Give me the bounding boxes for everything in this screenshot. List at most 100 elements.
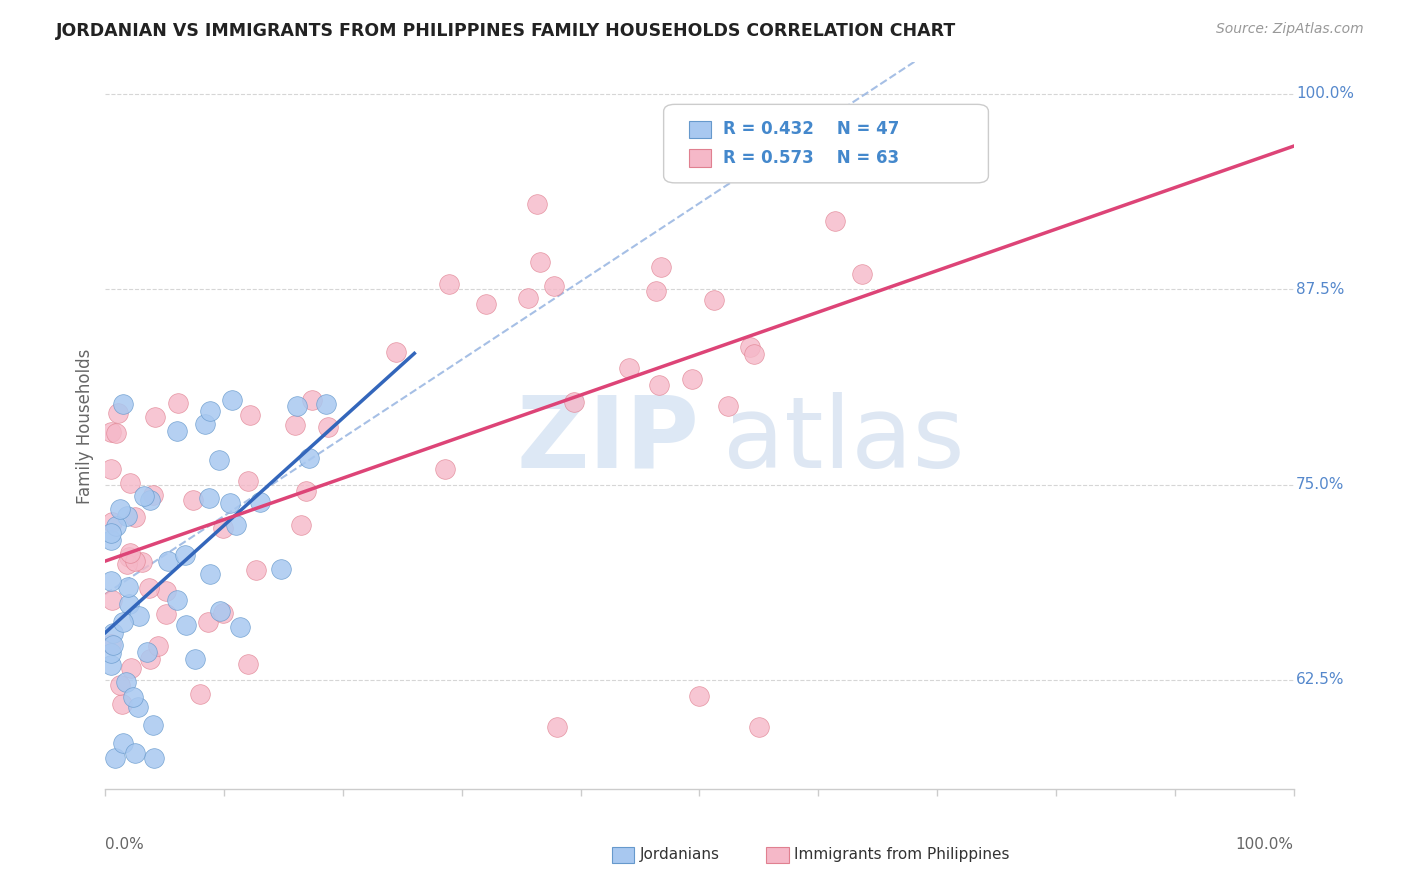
Point bbox=[139, 652, 162, 666]
Point bbox=[648, 377, 671, 392]
Point bbox=[128, 609, 150, 624]
Point bbox=[117, 509, 139, 524]
Point bbox=[236, 657, 259, 672]
Point bbox=[238, 474, 260, 488]
Point bbox=[645, 284, 668, 298]
Point bbox=[127, 699, 149, 714]
Point bbox=[295, 484, 318, 499]
Point bbox=[100, 637, 122, 651]
Point bbox=[146, 639, 169, 653]
Point bbox=[301, 392, 323, 407]
Point bbox=[837, 142, 859, 156]
Point bbox=[562, 395, 585, 409]
Point bbox=[131, 555, 153, 569]
Point bbox=[198, 567, 221, 582]
Point bbox=[120, 660, 142, 674]
Text: JORDANIAN VS IMMIGRANTS FROM PHILIPPINES FAMILY HOUSEHOLDS CORRELATION CHART: JORDANIAN VS IMMIGRANTS FROM PHILIPPINES… bbox=[56, 22, 956, 40]
Point bbox=[100, 425, 122, 439]
Text: 75.0%: 75.0% bbox=[1296, 477, 1344, 492]
Point bbox=[108, 502, 131, 516]
Point bbox=[529, 254, 551, 268]
Text: 100.0%: 100.0% bbox=[1296, 87, 1354, 101]
Point bbox=[124, 509, 146, 524]
Point bbox=[229, 620, 252, 634]
Point bbox=[197, 491, 219, 505]
Point bbox=[851, 267, 873, 281]
Point bbox=[744, 347, 766, 361]
Point bbox=[316, 420, 339, 434]
Point bbox=[143, 410, 166, 425]
Point bbox=[517, 292, 540, 306]
Point bbox=[543, 279, 565, 293]
Point bbox=[100, 646, 122, 660]
Point bbox=[111, 397, 134, 411]
Text: Source: ZipAtlas.com: Source: ZipAtlas.com bbox=[1216, 22, 1364, 37]
Point bbox=[142, 718, 165, 732]
Point bbox=[121, 690, 143, 704]
Point bbox=[212, 606, 235, 620]
Point bbox=[115, 557, 138, 571]
Point bbox=[617, 361, 640, 376]
Point bbox=[100, 525, 122, 540]
Point bbox=[112, 735, 135, 749]
Point bbox=[174, 548, 197, 562]
Point bbox=[155, 583, 177, 598]
Text: atlas: atlas bbox=[723, 392, 965, 489]
Point bbox=[437, 277, 460, 292]
Point bbox=[181, 492, 204, 507]
Point bbox=[101, 516, 124, 530]
Text: 0.0%: 0.0% bbox=[105, 837, 145, 852]
Point bbox=[166, 593, 188, 607]
Text: Jordanians: Jordanians bbox=[640, 847, 720, 862]
Point bbox=[315, 397, 337, 411]
Point bbox=[111, 697, 134, 711]
Point bbox=[142, 487, 165, 501]
Point bbox=[703, 293, 725, 307]
Point bbox=[100, 533, 122, 547]
Point bbox=[138, 581, 160, 595]
Point bbox=[650, 260, 672, 274]
Point bbox=[546, 720, 568, 734]
Y-axis label: Family Households: Family Households bbox=[76, 348, 94, 504]
Point bbox=[167, 396, 190, 410]
Point bbox=[221, 393, 243, 408]
Text: R = 0.573    N = 63: R = 0.573 N = 63 bbox=[723, 149, 898, 167]
Point bbox=[120, 546, 142, 560]
Point bbox=[166, 425, 188, 439]
Point bbox=[526, 197, 548, 211]
Text: 62.5%: 62.5% bbox=[1296, 673, 1344, 688]
Point bbox=[100, 574, 122, 588]
Point bbox=[120, 476, 142, 491]
Point bbox=[824, 213, 846, 227]
Point bbox=[194, 417, 217, 432]
Point bbox=[157, 553, 180, 567]
Text: ZIP: ZIP bbox=[516, 392, 700, 489]
Point bbox=[135, 645, 157, 659]
Point bbox=[285, 399, 308, 413]
Point bbox=[434, 462, 457, 476]
Point bbox=[100, 657, 122, 672]
Point bbox=[290, 518, 312, 533]
Point bbox=[190, 687, 212, 701]
Point bbox=[197, 615, 219, 629]
Point bbox=[245, 563, 267, 577]
Point bbox=[100, 462, 122, 476]
Point bbox=[384, 345, 406, 359]
Point bbox=[118, 597, 141, 611]
Point bbox=[104, 751, 127, 765]
Point bbox=[117, 580, 139, 594]
Point bbox=[142, 751, 165, 765]
Text: R = 0.432    N = 47: R = 0.432 N = 47 bbox=[723, 120, 898, 138]
Point bbox=[200, 404, 222, 418]
Point bbox=[103, 626, 125, 640]
Point bbox=[219, 496, 242, 510]
Point bbox=[239, 408, 262, 422]
Point bbox=[174, 618, 197, 632]
Point bbox=[225, 518, 247, 533]
Point bbox=[155, 607, 177, 621]
Point bbox=[132, 490, 155, 504]
Text: 100.0%: 100.0% bbox=[1236, 837, 1294, 852]
Point bbox=[105, 426, 128, 441]
Point bbox=[100, 593, 122, 607]
Point bbox=[270, 562, 292, 576]
